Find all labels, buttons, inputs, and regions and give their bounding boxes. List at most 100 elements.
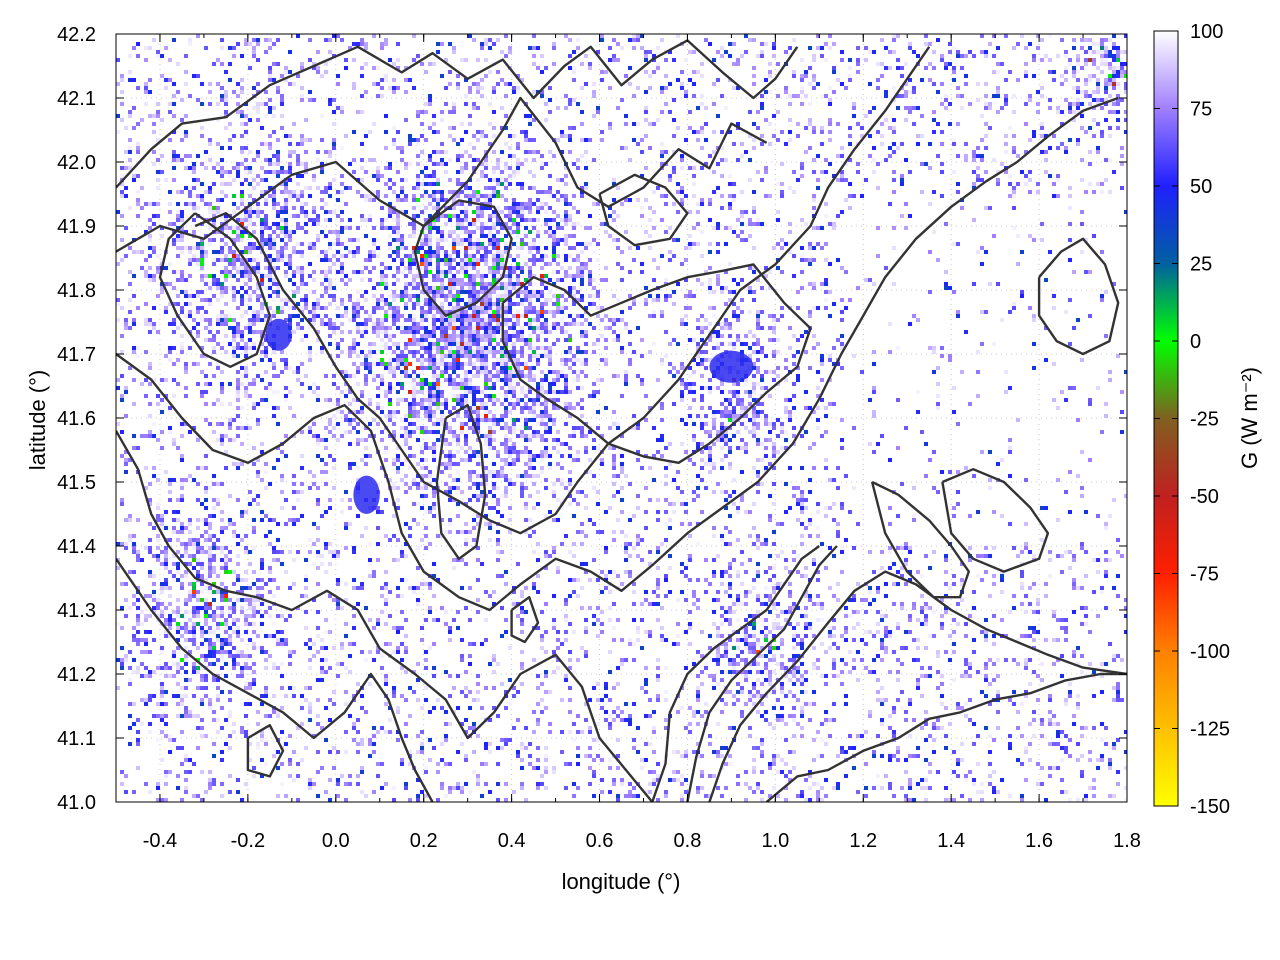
- heatmap-cell: [292, 290, 296, 294]
- heatmap-cell: [560, 358, 564, 362]
- heatmap-cell: [776, 266, 780, 270]
- heatmap-cell: [1052, 362, 1056, 366]
- heatmap-cell: [184, 362, 188, 366]
- heatmap-cell: [952, 142, 956, 146]
- heatmap-cell: [288, 322, 292, 326]
- heatmap-cell: [432, 302, 436, 306]
- heatmap-cell: [360, 306, 364, 310]
- heatmap-cell: [648, 314, 652, 318]
- heatmap-cell: [804, 94, 808, 98]
- heatmap-cell: [560, 330, 564, 334]
- heatmap-cell: [808, 118, 812, 122]
- heatmap-cell: [552, 310, 556, 314]
- heatmap-cell: [276, 258, 280, 262]
- heatmap-cell: [520, 218, 524, 222]
- heatmap-cell: [280, 238, 284, 242]
- heatmap-cell: [284, 206, 288, 210]
- heatmap-cell: [288, 142, 292, 146]
- heatmap-cell: [144, 82, 148, 86]
- heatmap-cell: [272, 78, 276, 82]
- heatmap-cell: [552, 270, 556, 274]
- heatmap-cell: [408, 234, 412, 238]
- heatmap-cell: [240, 194, 244, 198]
- heatmap-cell: [488, 186, 492, 190]
- heatmap-cell: [396, 350, 400, 354]
- heatmap-cell: [304, 166, 308, 170]
- heatmap-cell: [464, 194, 468, 198]
- heatmap-cell: [1072, 38, 1076, 42]
- heatmap-cell: [680, 186, 684, 190]
- heatmap-cell: [348, 346, 352, 350]
- heatmap-cell: [400, 290, 404, 294]
- heatmap-cell: [560, 318, 564, 322]
- heatmap-cell: [940, 142, 944, 146]
- heatmap-cell: [564, 330, 568, 334]
- heatmap-cell: [488, 298, 492, 302]
- heatmap-cell: [588, 322, 592, 326]
- heatmap-cell: [276, 150, 280, 154]
- heatmap-cell: [752, 66, 756, 70]
- heatmap-cell: [1064, 150, 1068, 154]
- heatmap-cell: [508, 378, 512, 382]
- heatmap-cell: [188, 166, 192, 170]
- heatmap-cell: [448, 354, 452, 358]
- heatmap-cell: [836, 338, 840, 342]
- heatmap-cell: [336, 74, 340, 78]
- heatmap-cell: [1100, 130, 1104, 134]
- heatmap-cell: [420, 182, 424, 186]
- heatmap-cell: [440, 274, 444, 278]
- heatmap-cell: [472, 374, 476, 378]
- heatmap-cell: [352, 338, 356, 342]
- heatmap-cell: [1024, 182, 1028, 186]
- heatmap-cell: [356, 226, 360, 230]
- heatmap-cell: [996, 90, 1000, 94]
- heatmap-cell: [700, 314, 704, 318]
- heatmap-cell: [252, 54, 256, 58]
- heatmap-cell: [620, 146, 624, 150]
- heatmap-cell: [240, 374, 244, 378]
- heatmap-cell: [172, 154, 176, 158]
- heatmap-cell: [432, 206, 436, 210]
- heatmap-cell: [528, 206, 532, 210]
- heatmap-cell: [332, 262, 336, 266]
- heatmap-cell: [812, 346, 816, 350]
- heatmap-cell: [412, 214, 416, 218]
- heatmap-cell: [256, 182, 260, 186]
- heatmap-cell: [528, 374, 532, 378]
- heatmap-cell: [624, 322, 628, 326]
- heatmap-cell: [424, 194, 428, 198]
- heatmap-cell: [784, 50, 788, 54]
- heatmap-cell: [272, 290, 276, 294]
- heatmap-cell: [764, 118, 768, 122]
- heatmap-cell: [528, 354, 532, 358]
- heatmap-cell: [468, 334, 472, 338]
- heatmap-cell: [276, 162, 280, 166]
- heatmap-cell: [400, 326, 404, 330]
- heatmap-cell: [292, 294, 296, 298]
- heatmap-cell: [544, 338, 548, 342]
- heatmap-cell: [996, 94, 1000, 98]
- heatmap-cell: [732, 342, 736, 346]
- heatmap-cell: [332, 122, 336, 126]
- heatmap-cell: [448, 266, 452, 270]
- heatmap-cell: [200, 258, 204, 262]
- heatmap-cell: [712, 226, 716, 230]
- heatmap-cell: [852, 114, 856, 118]
- heatmap-cell: [440, 262, 444, 266]
- heatmap-cell: [340, 338, 344, 342]
- heatmap-cell: [460, 326, 464, 330]
- heatmap-cell: [420, 370, 424, 374]
- heatmap-cell: [300, 362, 304, 366]
- heatmap-cell: [428, 214, 432, 218]
- heatmap-cell: [856, 170, 860, 174]
- heatmap-cell: [480, 242, 484, 246]
- heatmap-cell: [484, 326, 488, 330]
- heatmap-cell: [384, 346, 388, 350]
- heatmap-cell: [1112, 102, 1116, 106]
- heatmap-cell: [704, 38, 708, 42]
- heatmap-cell: [720, 54, 724, 58]
- heatmap-cell: [1084, 38, 1088, 42]
- heatmap-cell: [152, 150, 156, 154]
- heatmap-cell: [360, 38, 364, 42]
- heatmap-cell: [904, 202, 908, 206]
